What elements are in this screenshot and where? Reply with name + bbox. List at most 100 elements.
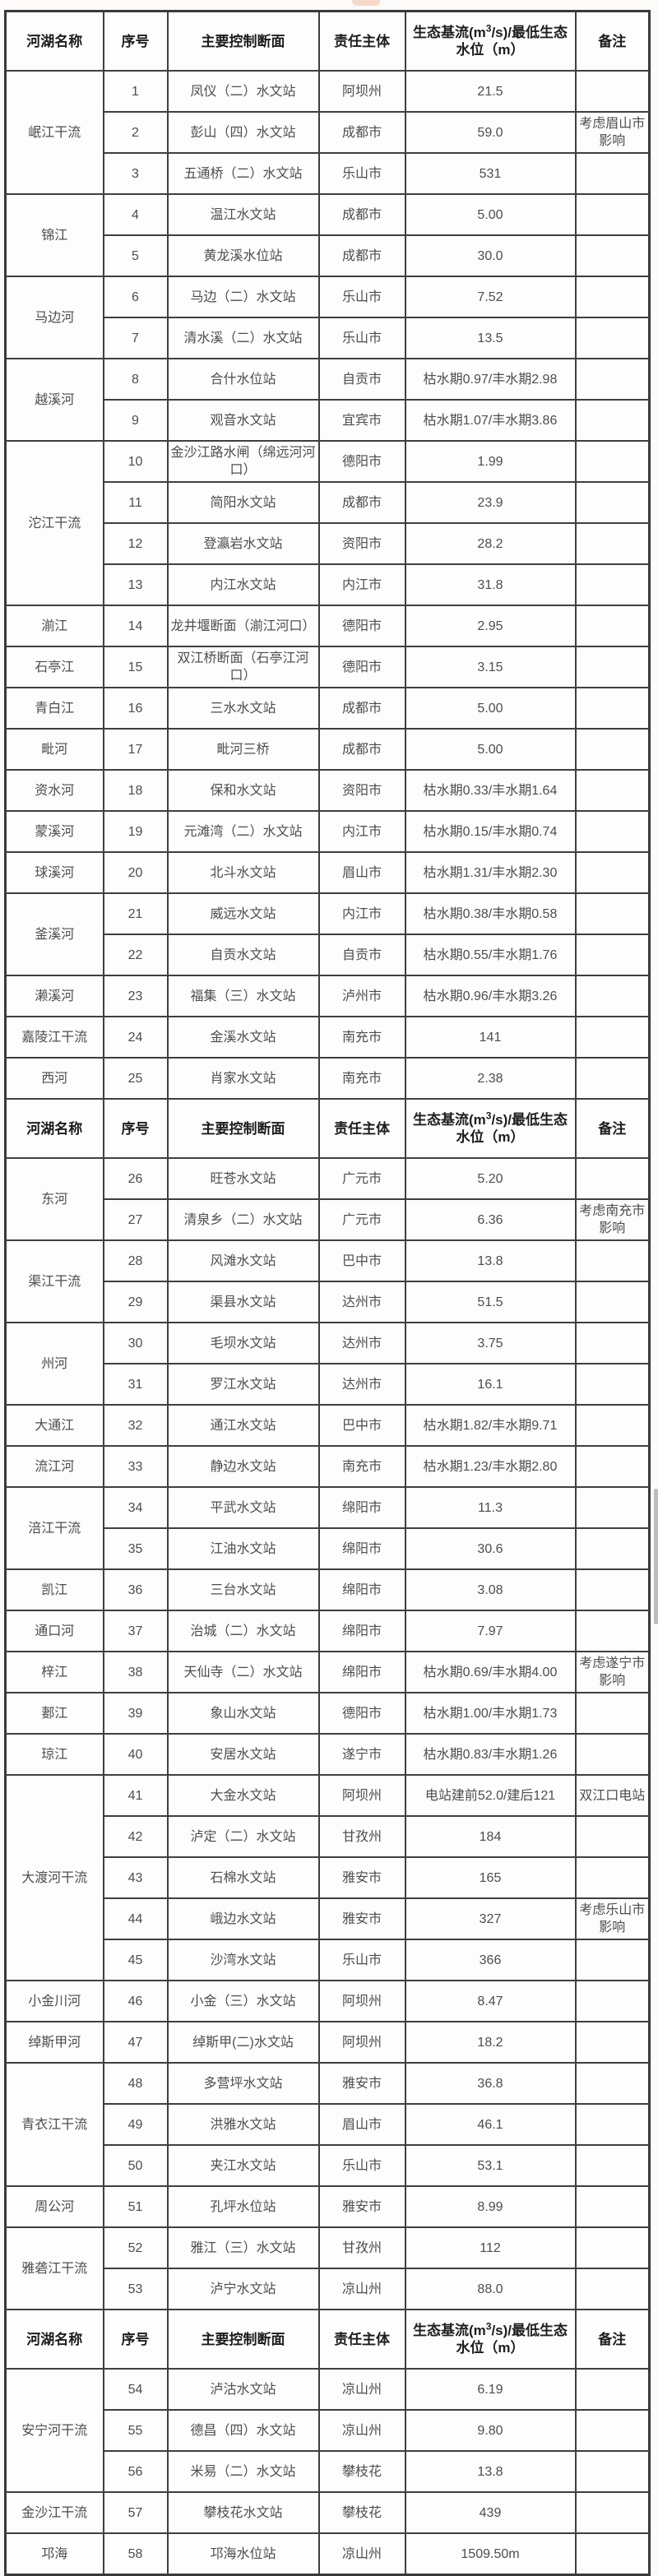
remark-cell [574,728,651,771]
authority-cell: 泸州市 [317,975,406,1017]
row-number-cell: 41 [102,1774,169,1817]
authority-cell: 绵阳市 [317,1651,406,1693]
station-cell: 风滩水文站 [166,1239,320,1282]
station-cell: 象山水文站 [166,1692,320,1735]
row-number-cell: 53 [102,2268,169,2310]
flow-cell: 13.8 [404,1239,577,1282]
authority-cell: 绵阳市 [317,1486,406,1529]
table-row: 渠江干流 28 风滩水文站 巴中市 13.8 [4,1239,651,1323]
table-row: 9 观音水文站 宜宾市 枯水期1.07/丰水期3.86 [6,399,651,442]
station-cell: 安居水文站 [166,1733,320,1776]
station-cell: 毛坝水文站 [166,1322,320,1364]
row-number-cell: 3 [102,152,169,195]
flow-cell: 枯水期0.33/丰水期1.64 [404,769,577,812]
authority-cell: 南充市 [317,1445,406,1488]
authority-cell: 广元市 [317,1157,406,1200]
table-row: 13 内江水文站 内江市 31.8 [6,563,651,606]
station-cell: 金溪水文站 [166,1016,320,1059]
remark-cell [574,1157,651,1200]
column-header-river: 河湖名称 [4,2309,104,2370]
row-number-cell: 33 [102,1445,169,1488]
row-number-cell: 56 [102,2450,169,2493]
station-cell: 凤仪（二）水文站 [166,70,320,113]
table-row: 42 泸定（二）水文站 甘孜州 184 [6,1815,651,1858]
remark-cell [574,70,651,113]
station-cell: 石棉水文站 [166,1856,320,1899]
flow-cell: 枯水期1.00/丰水期1.73 [404,1692,577,1735]
table-row: 青衣江干流 48 多营坪水文站 雅安市 36.8 [4,2062,651,2187]
page-top-fragment [352,0,380,6]
station-cell: 北斗水文站 [166,851,320,894]
authority-cell: 德阳市 [317,1692,406,1735]
river-name-cell: 大渡河干流 [4,1774,104,1981]
station-cell: 金沙江路水闸（绵远河河口） [166,440,320,483]
river-name-cell: 梓江 [4,1651,104,1693]
table-row: 安宁河干流 54 泸沽水文站 凉山州 6.19 [4,2368,651,2493]
table-row: 马边河 6 马边（二）水文站 乐山市 7.52 [4,276,651,359]
authority-cell: 内江市 [317,892,406,935]
remark-cell [574,440,651,483]
table-row: 蒙溪河 19 元滩湾（二）水文站 内江市 枯水期0.15/丰水期0.74 [4,810,651,853]
authority-cell: 资阳市 [317,769,406,812]
table-row: 涪江干流 34 平武水文站 绵阳市 11.3 [4,1486,651,1570]
river-name-cell: 毗河 [4,728,104,771]
river-name-cell: 流江河 [4,1445,104,1488]
station-cell: 泸定（二）水文站 [166,1815,320,1858]
column-header-no: 序号 [102,2309,169,2370]
river-name-cell: 小金川河 [4,1980,104,2022]
station-cell: 米易（二）水文站 [166,2450,320,2493]
station-cell: 福集（三）水文站 [166,975,320,1017]
station-cell: 邛海水位站 [166,2532,320,2576]
station-cell: 黄龙溪水位站 [166,234,320,277]
table-row: 越溪河 8 合什水位站 自贡市 枯水期0.97/丰水期2.98 [4,358,651,442]
authority-cell: 成都市 [317,234,406,277]
remark-cell [574,522,651,565]
table-row: 嘉陵江干流 24 金溪水文站 南充市 141 [4,1016,651,1059]
authority-cell: 眉山市 [317,851,406,894]
remark-cell: 双江口电站 [574,1774,651,1817]
remark-cell [574,2062,651,2105]
authority-cell: 达州市 [317,1363,406,1406]
river-name-cell: 安宁河干流 [4,2368,104,2493]
authority-cell: 雅安市 [317,2185,406,2228]
station-cell: 洪雅水文站 [166,2103,320,2146]
station-cell: 攀枝花水文站 [166,2491,320,2534]
authority-cell: 阿坝州 [317,1774,406,1817]
remark-cell [574,646,651,688]
flow-cell: 327 [404,1897,577,1940]
remark-cell [574,276,651,318]
station-cell: 保和水文站 [166,769,320,812]
table-header-row: 河湖名称 序号 主要控制断面 责任主体 生态基流(m3/s)/最低生态水位（m） 备注 [4,10,651,72]
flow-cell: 枯水期1.31/丰水期2.30 [404,851,577,894]
station-cell: 渠县水文站 [166,1281,320,1323]
table-row: 27 清泉乡（二）水文站 广元市 6.36 考虑南充市影响 [6,1198,651,1241]
column-header-authority: 责任主体 [317,2309,406,2370]
authority-cell: 巴中市 [317,1239,406,1282]
row-number-cell: 29 [102,1281,169,1323]
row-number-cell: 8 [102,358,169,401]
row-number-cell: 18 [102,769,169,812]
flow-cell: 1509.50m [404,2532,577,2576]
station-cell: 大金水文站 [166,1774,320,1817]
row-number-cell: 22 [102,934,169,976]
row-number-cell: 49 [102,2103,169,2146]
remark-cell [574,810,651,853]
column-header-remark: 备注 [574,2309,651,2370]
row-number-cell: 37 [102,1610,169,1652]
flow-cell: 112 [404,2226,577,2269]
eco-flow-table-body: 河湖名称 序号 主要控制断面 责任主体 生态基流(m3/s)/最低生态水位（m） 备注 岷江… [4,10,651,2576]
flow-cell: 枯水期0.83/丰水期1.26 [404,1733,577,1776]
table-row: 29 渠县水文站 达州市 51.5 [6,1281,651,1323]
row-number-cell: 36 [102,1568,169,1611]
flow-cell: 9.80 [404,2409,577,2452]
column-header-authority: 责任主体 [317,1098,406,1159]
river-name-cell: 釜溪河 [4,892,104,976]
flow-cell: 13.5 [404,317,577,359]
remark-cell [574,1057,651,1100]
column-header-river: 河湖名称 [4,1098,104,1159]
remark-cell [574,1692,651,1735]
vertical-scrollbar-thumb[interactable] [654,1489,658,1624]
row-number-cell: 38 [102,1651,169,1693]
station-cell: 龙井堰断面（湔江河口） [166,605,320,647]
flow-cell: 8.99 [404,2185,577,2228]
